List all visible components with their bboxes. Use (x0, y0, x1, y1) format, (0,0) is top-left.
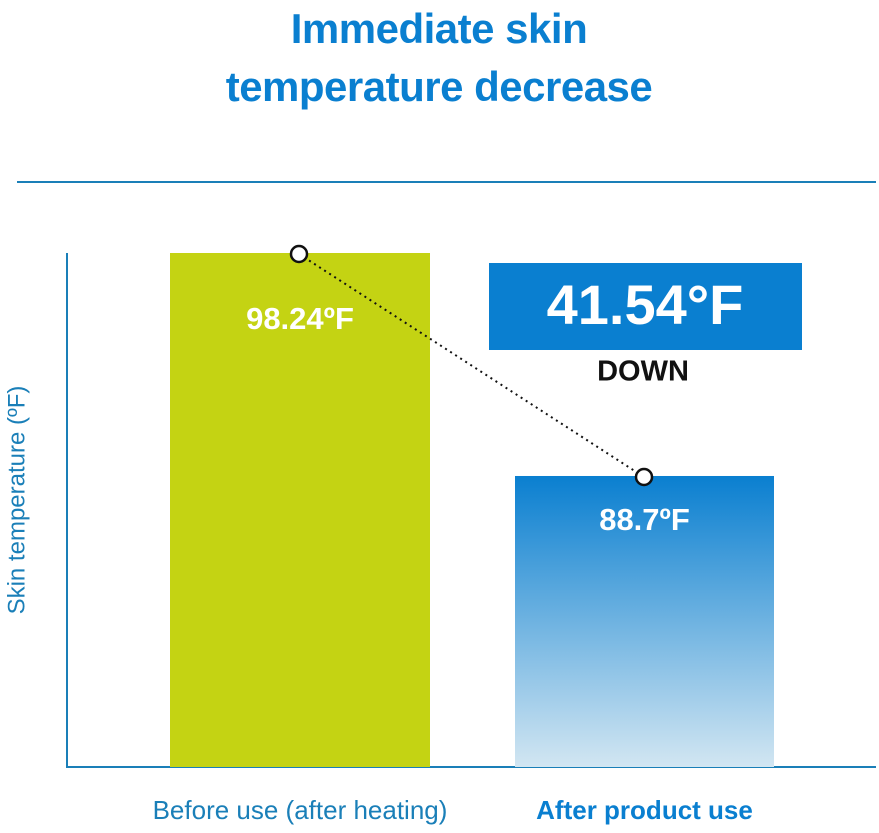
x-tick-label: After product use (536, 795, 753, 825)
annotation-box (489, 263, 802, 350)
value-label: 98.24ºF (246, 301, 354, 336)
marker (634, 467, 654, 487)
marker (289, 244, 309, 264)
connector (298, 253, 645, 478)
annotation-text: DOWN (597, 356, 689, 388)
x-tick-label: Before use (after heating) (153, 795, 448, 825)
y-axis-label: Skin temperature (ºF) (3, 386, 30, 615)
chart-title: Immediate skin temperature decrease (225, 5, 653, 110)
annotation-value: 41.54°F (547, 273, 744, 336)
bar (170, 253, 430, 767)
bar (515, 475, 774, 767)
value-label: 88.7ºF (599, 502, 690, 537)
